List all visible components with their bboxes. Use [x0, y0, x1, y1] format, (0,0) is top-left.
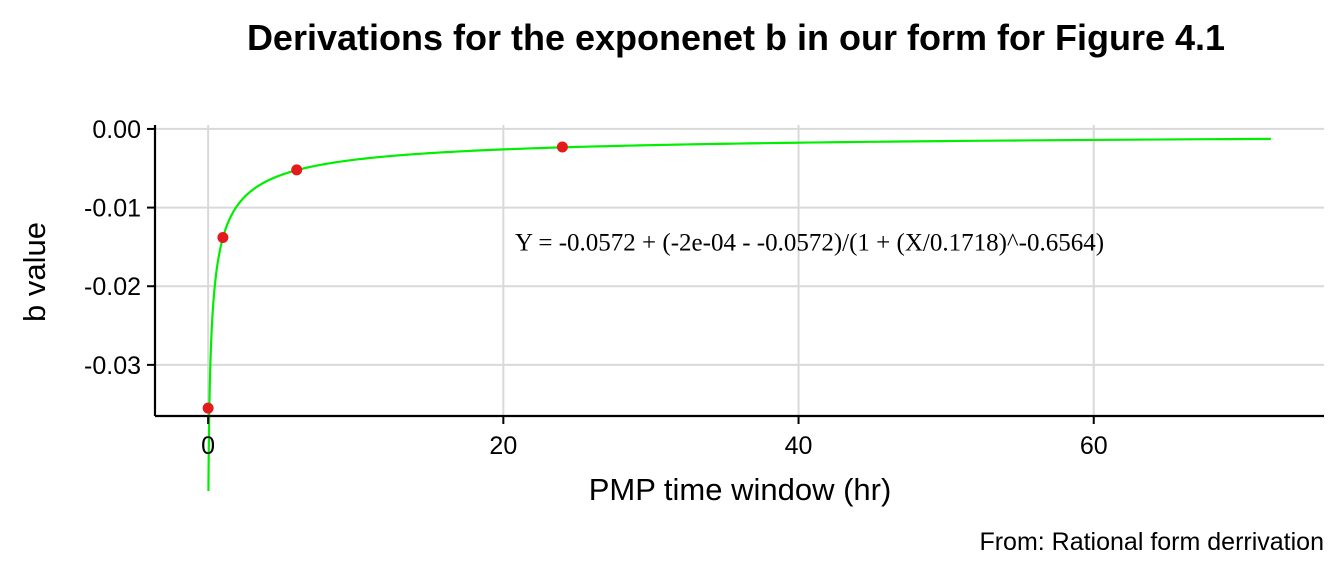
data-point-2: [291, 164, 303, 176]
x-axis-title: PMP time window (hr): [589, 472, 892, 507]
chart-title: Derivations for the exponenet b in our f…: [247, 17, 1225, 58]
x-axis-ticks: 0 20 40 60: [201, 416, 1108, 460]
equation-annotation: Y = -0.0572 + (-2e-04 - -0.0572)/(1 + (X…: [515, 229, 1104, 256]
grid: [155, 125, 1324, 416]
fit-curve: [207, 137, 1271, 491]
x-tick-label-0: 0: [201, 432, 215, 460]
data-point-0: [202, 402, 214, 414]
y-tick-label-1: -0.01: [84, 195, 141, 223]
fit-curve-group: [207, 137, 1271, 491]
data-point-1: [217, 231, 229, 243]
x-tick-label-1: 20: [489, 432, 517, 460]
y-tick-label-0: 0.00: [92, 116, 141, 144]
x-tick-label-3: 60: [1080, 432, 1108, 460]
x-tick-label-2: 40: [785, 432, 813, 460]
data-point-3: [556, 141, 568, 153]
axes: [153, 125, 1324, 418]
y-axis-ticks: 0.00 -0.01 -0.02 -0.03: [84, 116, 155, 380]
chart-caption: From: Rational form derrivation: [979, 528, 1324, 556]
data-points: [202, 141, 568, 414]
y-tick-label-3: -0.03: [84, 352, 141, 380]
y-tick-label-2: -0.02: [84, 273, 141, 301]
y-axis-title: b value: [17, 222, 52, 322]
